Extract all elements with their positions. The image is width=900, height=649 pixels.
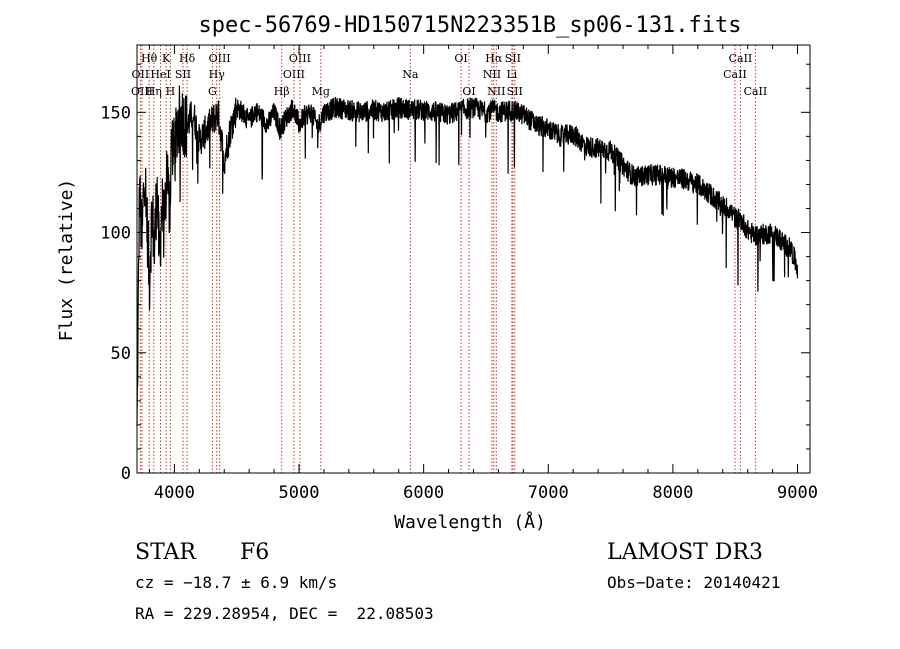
spectral-line-label: Hγ: [209, 68, 226, 81]
spectral-line-label: OIII: [289, 52, 311, 65]
spectral-line-label: NII: [487, 85, 505, 98]
spectral-line-label: K: [162, 52, 171, 65]
y-tick-label: 0: [121, 464, 131, 484]
survey-label: LAMOST DR3: [607, 540, 763, 565]
object-subclass: F6: [240, 540, 270, 565]
x-tick-label: 5000: [279, 483, 320, 503]
y-axis-ticks: 0 50 100 150: [100, 63, 810, 484]
x-axis-label: Wavelength (Å): [394, 511, 546, 533]
spectral-line-label: NII: [483, 68, 501, 81]
spectral-line-label: HeI: [150, 68, 170, 81]
spectral-line-label: OIII: [131, 85, 153, 98]
spectral-line-label: Na: [402, 68, 419, 81]
object-class: STAR: [135, 540, 196, 565]
x-tick-label: 9000: [777, 483, 818, 503]
spectral-line-label: Li: [506, 68, 517, 81]
x-tick-label: 6000: [403, 483, 444, 503]
spectral-line-label: OI: [462, 85, 475, 98]
y-tick-label: 150: [100, 103, 131, 123]
spectral-line-label: SII: [505, 52, 521, 65]
spectral-line-label: SII: [175, 68, 191, 81]
y-tick-label: 50: [111, 344, 131, 364]
y-tick-label: 100: [100, 224, 131, 244]
spectrum-series: [136, 85, 799, 426]
spectral-line-label: Hθ: [141, 52, 158, 65]
spectral-line-label: Mg: [312, 85, 330, 98]
coordinates: RA = 229.28954, DEC = 22.08503: [135, 604, 434, 623]
spectral-line-label: OIII: [283, 68, 305, 81]
spectral-line-label: Hη: [146, 85, 162, 98]
observation-date: Obs−Date: 20140421: [607, 573, 781, 592]
x-tick-label: 4000: [154, 483, 195, 503]
spectral-line-label: H: [166, 85, 176, 98]
spectral-line-labels: Hθ OII OIII K HeI Hη SII H Hδ OIII Hγ G Hβ OIII OIII Mg…: [131, 52, 767, 98]
x-axis-ticks: 4000 5000 6000 7000 8000 9000: [148, 45, 818, 503]
y-axis-label: Flux (relative): [56, 179, 77, 342]
spectral-line-label: OIII: [209, 52, 231, 65]
spectral-line-label: OI: [454, 52, 467, 65]
x-tick-label: 7000: [528, 483, 569, 503]
spectral-line-label: SII: [507, 85, 523, 98]
spectral-line-label: G: [208, 85, 217, 98]
spectral-line-label: Hδ: [179, 52, 196, 65]
spectral-line-label: CaII: [744, 85, 768, 98]
spectral-line-label: OII: [132, 68, 150, 81]
spectral-line-label: CaII: [723, 68, 747, 81]
spectral-line-label: CaII: [729, 52, 753, 65]
chart-title: spec-56769-HD150715N223351B_sp06-131.fit…: [198, 13, 741, 38]
x-tick-label: 8000: [652, 483, 693, 503]
spectral-line-label: Hβ: [274, 85, 290, 98]
spectral-line-label: Hα: [485, 52, 503, 65]
spectrum-chart: spec-56769-HD150715N223351B_sp06-131.fit…: [56, 13, 818, 533]
redshift-value: cz = −18.7 ± 6.9 km/s: [135, 573, 338, 592]
